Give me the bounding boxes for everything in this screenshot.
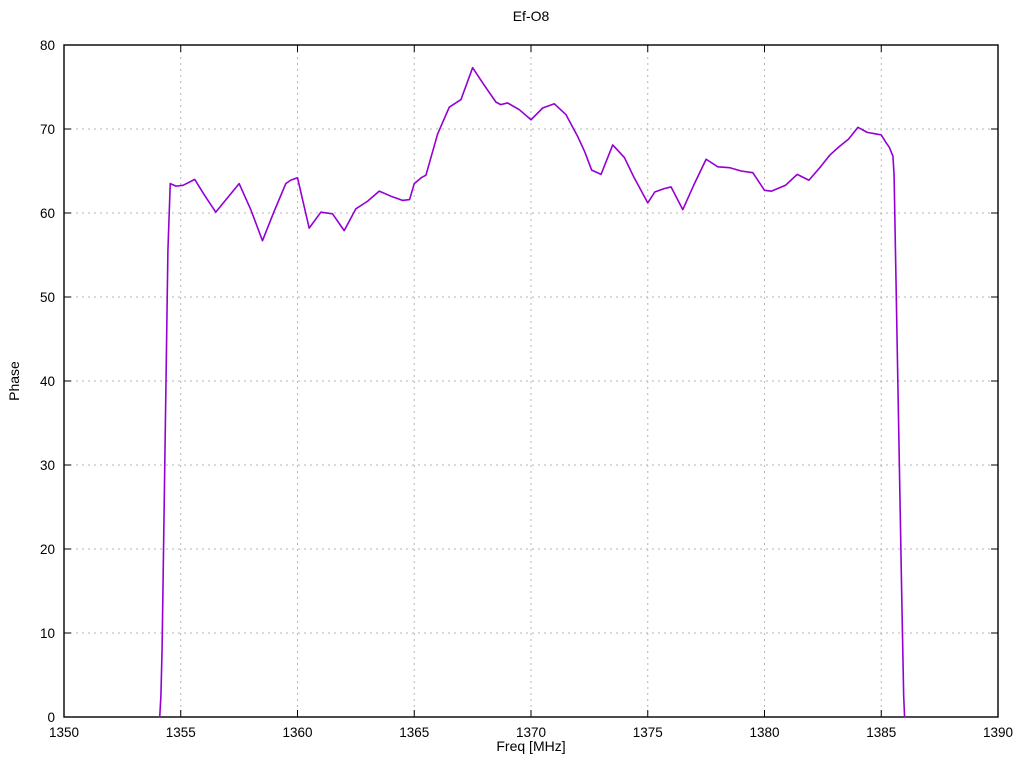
y-tick-label: 20 [40, 542, 55, 557]
x-axis-label: Freq [MHz] [496, 738, 566, 754]
y-tick-label: 10 [40, 626, 55, 641]
x-tick-label: 1370 [516, 725, 546, 740]
y-tick-label: 60 [40, 206, 55, 221]
y-tick-label: 70 [40, 122, 55, 137]
x-tick-label: 1380 [749, 725, 779, 740]
y-tick-label: 50 [40, 290, 55, 305]
x-tick-label: 1365 [399, 725, 429, 740]
chart-title: Ef-O8 [512, 8, 550, 24]
y-tick-label: 0 [47, 710, 55, 725]
phase-line [158, 66, 906, 718]
x-tick-label: 1390 [983, 725, 1013, 740]
plot-border [63, 44, 999, 718]
x-tick-label: 1385 [866, 725, 896, 740]
y-tick-label: 30 [40, 458, 55, 473]
x-tick-label: 1375 [633, 725, 663, 740]
x-tick-label: 1355 [166, 725, 196, 740]
y-tick-label: 40 [40, 374, 55, 389]
x-tick-label: 1350 [49, 725, 79, 740]
x-tick-label: 1360 [282, 725, 312, 740]
y-tick-label: 80 [40, 38, 55, 53]
